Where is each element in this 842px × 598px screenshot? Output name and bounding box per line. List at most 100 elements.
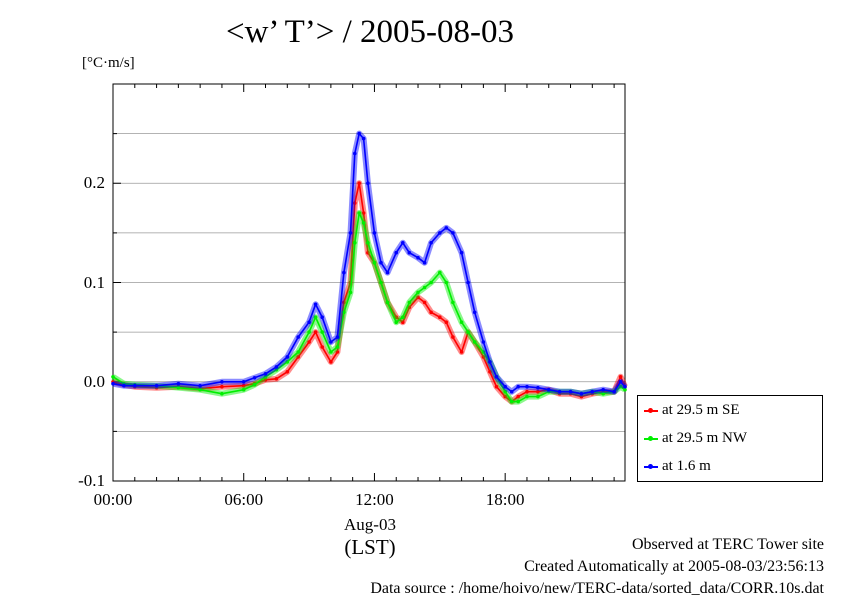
y-tick-label: 0.2 (83, 173, 105, 193)
data-point (557, 389, 562, 394)
x-tick-label: 06:00 (224, 490, 264, 509)
data-point (176, 381, 181, 386)
data-point (579, 394, 584, 399)
data-point (329, 360, 333, 364)
data-point (525, 389, 529, 394)
data-point (285, 360, 290, 364)
data-point (416, 295, 420, 300)
data-point (241, 383, 246, 388)
data-point (438, 315, 442, 320)
data-point (438, 270, 442, 275)
data-point (394, 320, 399, 325)
data-point (111, 381, 115, 386)
data-point (241, 380, 246, 384)
data-point (481, 340, 486, 344)
data-point (335, 345, 340, 349)
data-point (516, 399, 520, 404)
data-point (466, 330, 470, 334)
data-point (335, 350, 340, 354)
data-point (111, 375, 115, 379)
series-2 (111, 130, 628, 397)
data-point (546, 387, 551, 392)
data-point (348, 231, 353, 235)
data-point (516, 384, 520, 389)
data-point (320, 345, 325, 349)
data-point (488, 360, 492, 364)
data-point (451, 335, 455, 339)
series-line (112, 132, 626, 395)
data-point (416, 255, 420, 260)
data-point (307, 330, 311, 334)
data-point (407, 250, 412, 255)
axis-ticks (112, 83, 615, 482)
legend-label: at 29.5 m NW (662, 430, 747, 446)
data-point (385, 300, 390, 305)
data-point (509, 399, 514, 404)
data-point (481, 350, 486, 354)
data-point (429, 310, 433, 315)
data-point (568, 389, 573, 394)
data-point (252, 382, 257, 387)
data-point (285, 355, 290, 359)
data-point (353, 151, 357, 156)
x-tick-label: 18:00 (485, 490, 525, 509)
data-point (618, 384, 623, 389)
data-point (241, 387, 246, 392)
data-point (320, 315, 325, 320)
data-point (320, 330, 325, 334)
data-point (429, 280, 433, 285)
data-point (296, 355, 301, 359)
data-point (401, 320, 405, 325)
data-point (307, 320, 311, 325)
data-point (503, 394, 508, 399)
x-date-label: Aug-03 (344, 515, 396, 534)
data-point (422, 285, 427, 290)
data-point (459, 320, 464, 325)
legend-swatch (644, 435, 658, 441)
data-point (503, 389, 508, 394)
data-point (220, 380, 224, 384)
x-tick-label: 00:00 (93, 490, 133, 509)
data-point (516, 394, 520, 399)
data-point (307, 340, 311, 344)
data-point (296, 335, 301, 339)
data-point (263, 378, 268, 382)
data-point (536, 385, 540, 390)
data-point (459, 250, 464, 255)
data-point (154, 383, 159, 388)
data-point (394, 315, 399, 320)
series-1 (111, 210, 627, 405)
legend-swatch (644, 463, 658, 469)
data-point (401, 241, 405, 245)
legend-label: at 29.5 m SE (662, 402, 740, 418)
data-point (472, 340, 477, 344)
data-point (525, 384, 529, 389)
data-point (353, 201, 357, 205)
data-point (488, 370, 492, 374)
series-band (111, 210, 627, 405)
data-point (481, 355, 486, 359)
data-point (444, 280, 449, 285)
data-point (509, 389, 514, 394)
legend: at 29.5 m SE at 29.5 m NW at 1.6 m (637, 395, 823, 482)
data-point (494, 384, 499, 389)
data-point (503, 384, 508, 389)
data-point (313, 302, 318, 307)
data-point (618, 380, 623, 384)
data-point (444, 320, 449, 325)
data-point (357, 131, 362, 136)
data-point (366, 250, 370, 255)
y-tick-label: 0.1 (83, 272, 105, 292)
data-point (623, 387, 627, 392)
data-point (590, 389, 595, 394)
series-band (112, 180, 628, 405)
data-point (422, 300, 427, 305)
data-point (357, 181, 362, 185)
data-point (342, 270, 346, 275)
data-point (252, 376, 257, 380)
x-tick-label: 12:00 (355, 490, 394, 509)
series-band (112, 130, 628, 397)
data-point (407, 300, 412, 305)
series-line (112, 182, 626, 403)
